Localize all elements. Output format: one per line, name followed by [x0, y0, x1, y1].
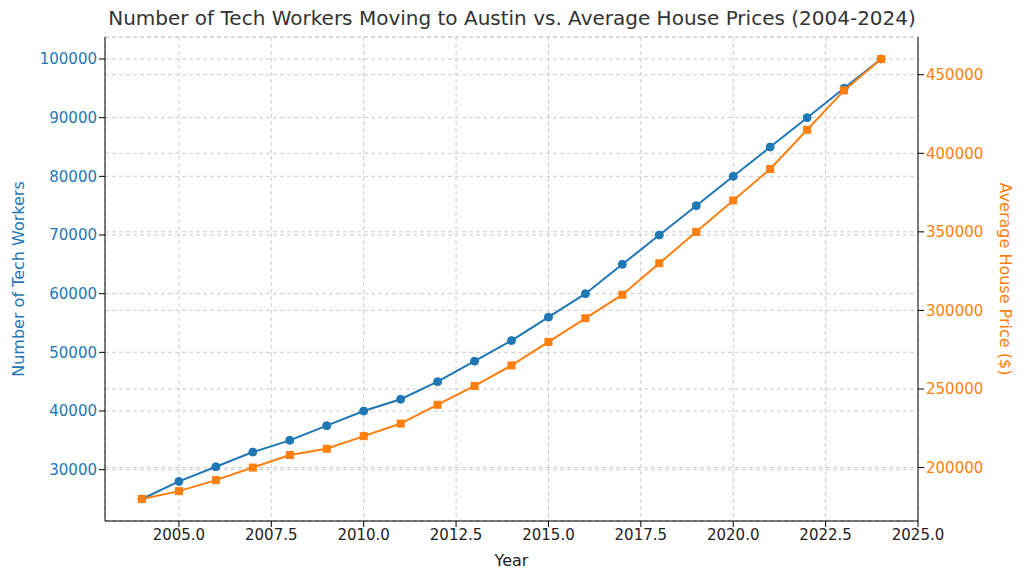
svg-text:2015.0: 2015.0 — [522, 526, 575, 544]
svg-text:250000: 250000 — [926, 380, 983, 398]
svg-text:2005.0: 2005.0 — [153, 526, 206, 544]
svg-text:100000: 100000 — [40, 50, 97, 68]
svg-text:2012.5: 2012.5 — [430, 526, 483, 544]
svg-text:400000: 400000 — [926, 145, 983, 163]
svg-text:2025.0: 2025.0 — [892, 526, 945, 544]
svg-text:40000: 40000 — [49, 402, 97, 420]
svg-text:2017.5: 2017.5 — [615, 526, 668, 544]
svg-text:60000: 60000 — [49, 285, 97, 303]
svg-text:450000: 450000 — [926, 66, 983, 84]
svg-text:30000: 30000 — [49, 461, 97, 479]
svg-text:2007.5: 2007.5 — [245, 526, 298, 544]
svg-text:50000: 50000 — [49, 344, 97, 362]
svg-text:200000: 200000 — [926, 459, 983, 477]
svg-text:Number of Tech Workers: Number of Tech Workers — [9, 181, 28, 377]
svg-text:Year: Year — [494, 551, 529, 570]
html-text:Number of Tech Workers Moving: Number of Tech Workers Moving to Austin … — [108, 6, 916, 30]
svg-text:2022.5: 2022.5 — [799, 526, 852, 544]
svg-text:300000: 300000 — [926, 302, 983, 320]
svg-text:2010.0: 2010.0 — [337, 526, 390, 544]
svg-text:2020.0: 2020.0 — [707, 526, 760, 544]
svg-text:90000: 90000 — [49, 109, 97, 127]
svg-text:80000: 80000 — [49, 168, 97, 186]
svg-text:70000: 70000 — [49, 226, 97, 244]
svg-text:350000: 350000 — [926, 223, 983, 241]
svg-text:Average House Price ($): Average House Price ($) — [996, 183, 1015, 376]
